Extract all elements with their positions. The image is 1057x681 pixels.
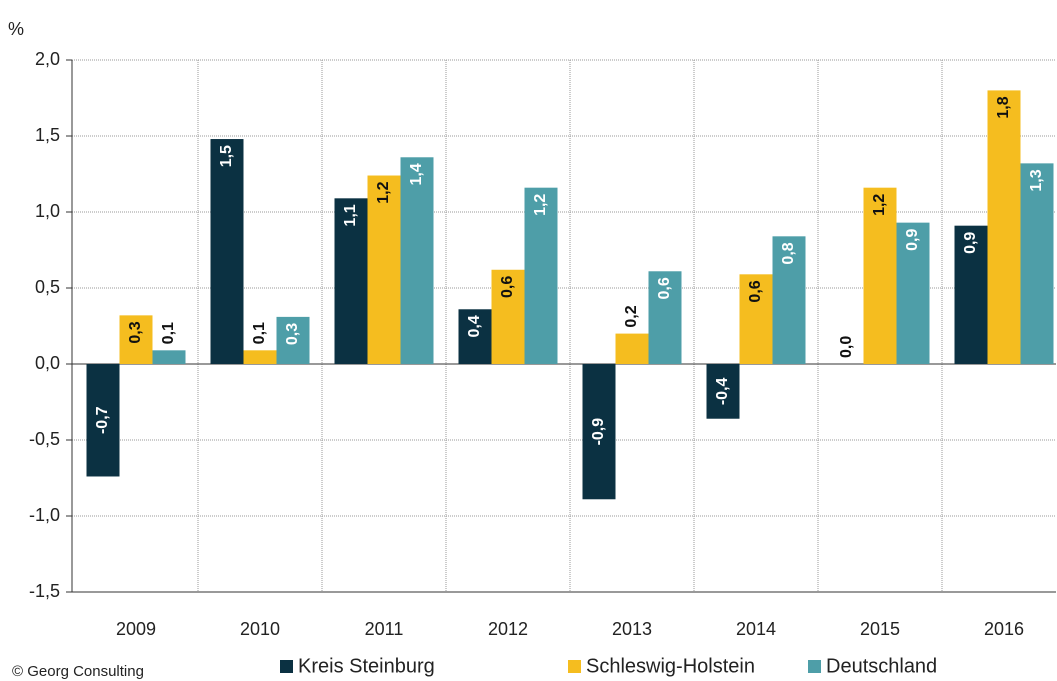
bar bbox=[210, 139, 244, 364]
y-tick-label: -1,0 bbox=[29, 505, 60, 525]
data-label: 1,1 bbox=[342, 204, 359, 226]
data-label: 0,9 bbox=[962, 232, 979, 254]
data-label: 0,8 bbox=[780, 242, 797, 264]
legend-label: Deutschland bbox=[826, 655, 937, 677]
data-label: 1,2 bbox=[532, 194, 549, 216]
bar bbox=[524, 187, 558, 364]
x-tick-label: 2014 bbox=[736, 619, 776, 639]
x-tick-label: 2012 bbox=[488, 619, 528, 639]
y-tick-label: 1,5 bbox=[35, 125, 60, 145]
x-tick-label: 2010 bbox=[240, 619, 280, 639]
bar bbox=[367, 175, 401, 364]
data-label: 1,2 bbox=[375, 181, 392, 203]
data-label: 0,4 bbox=[466, 315, 483, 337]
data-label: 0,1 bbox=[251, 322, 268, 344]
data-label: 0,9 bbox=[904, 229, 921, 251]
y-tick-label: 0,5 bbox=[35, 277, 60, 297]
legend-swatch bbox=[808, 660, 821, 673]
data-label: -0,9 bbox=[590, 418, 607, 446]
data-label: -0,7 bbox=[94, 406, 111, 434]
data-label: 1,8 bbox=[995, 96, 1012, 118]
bar bbox=[987, 90, 1021, 365]
data-label: 0,0 bbox=[838, 336, 855, 358]
bar bbox=[772, 236, 806, 364]
x-tick-label: 2016 bbox=[984, 619, 1024, 639]
bar bbox=[648, 271, 682, 364]
x-tick-label: 2011 bbox=[365, 619, 404, 639]
bar bbox=[739, 274, 773, 364]
bar bbox=[119, 315, 153, 364]
data-label: 0,3 bbox=[127, 321, 144, 343]
y-tick-label: 1,0 bbox=[35, 201, 60, 221]
data-label: 0,2 bbox=[623, 305, 640, 327]
data-label: 1,5 bbox=[218, 145, 235, 167]
bar bbox=[86, 364, 120, 477]
bar bbox=[458, 309, 492, 364]
bar bbox=[896, 222, 930, 364]
bar bbox=[706, 364, 740, 419]
x-tick-label: 2013 bbox=[612, 619, 652, 639]
x-tick-label: 2015 bbox=[860, 619, 900, 639]
data-label: 0,3 bbox=[284, 323, 301, 345]
legend-label: Schleswig-Holstein bbox=[586, 655, 755, 677]
data-label: 1,4 bbox=[408, 163, 425, 185]
bar bbox=[400, 157, 434, 364]
data-label: 1,3 bbox=[1028, 169, 1045, 191]
bar bbox=[152, 350, 186, 364]
bar bbox=[1020, 163, 1054, 364]
data-label: 0,6 bbox=[747, 280, 764, 302]
data-label: 1,2 bbox=[871, 194, 888, 216]
bar bbox=[334, 198, 368, 364]
bar bbox=[863, 187, 897, 364]
y-tick-label: -1,5 bbox=[29, 581, 60, 601]
x-tick-label: 2009 bbox=[116, 619, 156, 639]
bar bbox=[276, 316, 310, 364]
legend-swatch bbox=[568, 660, 581, 673]
bar bbox=[582, 364, 616, 500]
data-label: 0,6 bbox=[499, 276, 516, 298]
y-axis-label: % bbox=[8, 19, 24, 39]
bar bbox=[954, 225, 988, 364]
source: © Georg Consulting bbox=[12, 663, 144, 680]
y-tick-label: 2,0 bbox=[35, 49, 60, 69]
bar bbox=[491, 269, 525, 364]
data-label: 0,6 bbox=[656, 277, 673, 299]
data-label: -0,4 bbox=[714, 377, 731, 405]
y-tick-label: 0,0 bbox=[35, 353, 60, 373]
legend-label: Kreis Steinburg bbox=[298, 655, 435, 677]
bar bbox=[615, 333, 649, 364]
y-tick-label: -0,5 bbox=[29, 429, 60, 449]
bar bbox=[243, 350, 277, 364]
legend-swatch bbox=[280, 660, 293, 673]
data-label: 0,1 bbox=[160, 322, 177, 344]
